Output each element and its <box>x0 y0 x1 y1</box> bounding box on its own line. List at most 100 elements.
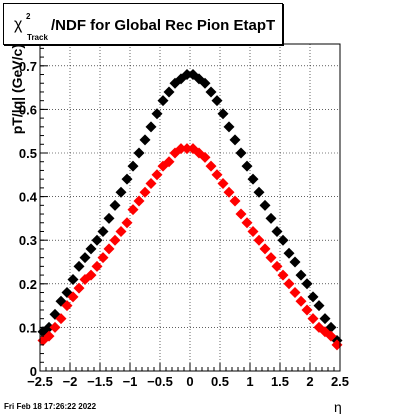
x-tick-label: 0 <box>186 374 193 389</box>
y-tick-label: 0.2 <box>19 277 37 292</box>
series-0-point <box>151 108 163 120</box>
series-0-point <box>259 199 271 211</box>
series-1-point <box>283 278 295 290</box>
series-0-point <box>139 134 151 146</box>
series-1-point <box>271 260 283 272</box>
series-0-point <box>79 252 91 264</box>
x-tick-label: −1 <box>123 374 138 389</box>
x-tick-label: 1.5 <box>271 374 289 389</box>
grid-lines <box>40 44 340 371</box>
y-tick-label: 0.4 <box>19 190 38 205</box>
series-1-point <box>235 208 247 220</box>
series-0-point <box>97 225 109 237</box>
series-1-point <box>61 300 73 312</box>
series-1-point <box>175 143 187 155</box>
timestamp: Fri Feb 18 17:26:22 2022 <box>4 402 97 411</box>
y-tick-label: 0 <box>30 364 37 379</box>
series-1-point <box>247 225 259 237</box>
plot-frame <box>39 43 341 372</box>
series-1-point <box>103 243 115 255</box>
series-0-point <box>121 173 133 185</box>
series-1-point <box>91 260 103 272</box>
series-0-point <box>67 273 79 285</box>
series-1-point <box>49 321 61 333</box>
chart-title: χ 2 Track /NDF for Global Rec Pion EtapT <box>4 4 284 46</box>
series-1-point <box>277 269 289 281</box>
series-1-point <box>139 186 151 198</box>
series-1-point <box>301 304 313 316</box>
series-0-point <box>211 95 223 107</box>
series-1-point <box>55 313 67 325</box>
series-1-point <box>205 160 217 172</box>
series-0-point <box>271 225 283 237</box>
series-0-point <box>307 291 319 303</box>
series-1-point <box>67 291 79 303</box>
series-0-point <box>145 121 157 133</box>
series-1-point <box>211 169 223 181</box>
title-chi-symbol: χ <box>14 16 23 33</box>
series-0-point <box>205 86 217 98</box>
series-1-point <box>181 143 193 155</box>
series-0-point <box>199 77 211 89</box>
series-0-point <box>241 160 253 172</box>
x-tick-label: 0.5 <box>211 374 229 389</box>
series-1-point <box>121 217 133 229</box>
series-0-point <box>229 134 241 146</box>
tick-labels: −2.5 −2 −1.5 −1 −0.5 0 0.5 1 1.5 2 2.5 0 0.1 0.2 0.3 0.… <box>19 59 349 389</box>
series-1-point <box>253 234 265 246</box>
series-0-point <box>115 186 127 198</box>
series-0-point <box>133 147 145 159</box>
series-0-point <box>265 212 277 224</box>
series-1-point <box>85 269 97 281</box>
y-tick-label: 0.6 <box>19 102 37 117</box>
x-tick-label: −2.5 <box>27 374 53 389</box>
series-0-point <box>223 121 235 133</box>
series-1-point <box>163 156 175 168</box>
x-tick-label: 2.5 <box>331 374 349 389</box>
series-1-point <box>115 225 127 237</box>
axis-ticks <box>39 47 341 372</box>
title-superscript: 2 <box>26 12 31 21</box>
series-0-point <box>283 247 295 259</box>
series-0-point <box>85 243 97 255</box>
series-1-point <box>295 295 307 307</box>
y-tick-label: 0.7 <box>19 59 37 74</box>
series-0-point <box>277 234 289 246</box>
title-subscript: Track <box>27 33 48 42</box>
x-tick-label: 1 <box>246 374 253 389</box>
series-1-point <box>133 195 145 207</box>
series-1-point <box>241 217 253 229</box>
series-1-point <box>259 243 271 255</box>
series-0-point <box>235 147 247 159</box>
x-axis-label: η <box>334 399 342 414</box>
series-1-point <box>97 252 109 264</box>
series-1-point <box>151 169 163 181</box>
series-0-point <box>103 212 115 224</box>
title-box: χ 2 Track /NDF for Global Rec Pion EtapT <box>3 3 283 45</box>
series-1-point <box>109 234 121 246</box>
series-0-point <box>73 260 85 272</box>
series-0-point <box>217 108 229 120</box>
y-tick-label: 0.1 <box>19 320 37 335</box>
series-0-point <box>313 300 325 312</box>
x-tick-label: −0.5 <box>147 374 173 389</box>
series-1-point <box>73 282 85 294</box>
x-tick-label: −2 <box>63 374 78 389</box>
series-0-point <box>157 95 169 107</box>
data-markers <box>37 69 343 351</box>
series-0-point <box>91 234 103 246</box>
series-1-point <box>229 195 241 207</box>
series-1-point <box>289 287 301 299</box>
series-1-point <box>217 178 229 190</box>
series-1-point <box>43 330 55 342</box>
series-0-point <box>289 256 301 268</box>
x-tick-label: 2 <box>306 374 313 389</box>
series-0-point <box>301 278 313 290</box>
series-0-point <box>109 199 121 211</box>
series-1-point <box>223 186 235 198</box>
x-tick-label: −1.5 <box>87 374 113 389</box>
y-tick-label: 0.3 <box>19 233 37 248</box>
series-1-point <box>145 178 157 190</box>
series-1-point <box>307 313 319 325</box>
